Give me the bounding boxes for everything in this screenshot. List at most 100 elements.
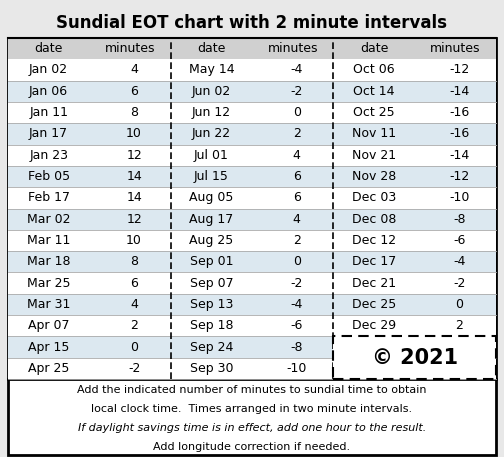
Text: minutes: minutes (105, 42, 155, 55)
Text: Mar 31: Mar 31 (27, 298, 71, 311)
Text: Jan 11: Jan 11 (29, 106, 68, 119)
Text: 4: 4 (130, 298, 138, 311)
Text: -8: -8 (453, 213, 466, 226)
Text: 0: 0 (130, 340, 138, 354)
Text: 2: 2 (293, 234, 301, 247)
Text: minutes: minutes (268, 42, 318, 55)
Text: -2: -2 (128, 362, 140, 375)
Text: 8: 8 (130, 255, 138, 268)
Bar (8, 187, 496, 208)
Bar (8, 102, 496, 123)
Text: Dec 25: Dec 25 (352, 298, 396, 311)
Text: 0: 0 (456, 298, 463, 311)
Text: Apr 15: Apr 15 (28, 340, 70, 354)
Text: Sep 18: Sep 18 (190, 319, 233, 332)
Text: Feb 05: Feb 05 (28, 170, 70, 183)
Bar (8, 230, 496, 251)
Text: -2: -2 (290, 276, 303, 290)
Bar (8, 38, 496, 59)
Bar (8, 144, 496, 166)
Text: -2: -2 (290, 85, 303, 98)
Text: 6: 6 (130, 276, 138, 290)
Bar (8, 123, 496, 144)
Text: Nov 21: Nov 21 (352, 149, 396, 162)
Text: Mar 11: Mar 11 (27, 234, 71, 247)
Text: Apr 07: Apr 07 (28, 319, 70, 332)
Text: Dec 17: Dec 17 (352, 255, 396, 268)
Text: 2: 2 (293, 128, 301, 140)
Text: -6: -6 (290, 319, 303, 332)
Text: 6: 6 (130, 85, 138, 98)
Text: Jun 22: Jun 22 (192, 128, 231, 140)
Text: Sep 30: Sep 30 (190, 362, 233, 375)
Bar (8, 166, 496, 187)
Text: date: date (34, 42, 63, 55)
Text: Add the indicated number of minutes to sundial time to obtain: Add the indicated number of minutes to s… (77, 385, 427, 395)
Bar (8, 272, 496, 294)
Text: 6: 6 (293, 170, 301, 183)
Text: Dec 03: Dec 03 (352, 191, 396, 204)
Text: Jan 02: Jan 02 (29, 64, 68, 76)
Text: 2: 2 (456, 319, 463, 332)
Text: 2: 2 (130, 319, 138, 332)
Text: Oct 25: Oct 25 (353, 106, 395, 119)
Text: Mar 18: Mar 18 (27, 255, 71, 268)
Text: 12: 12 (126, 213, 142, 226)
Bar (8, 358, 496, 379)
Bar (8, 38, 496, 379)
Bar (8, 294, 496, 315)
Bar (8, 251, 496, 272)
Text: 10: 10 (126, 128, 142, 140)
Bar (8, 59, 496, 80)
Text: 14: 14 (126, 191, 142, 204)
Text: Nov 28: Nov 28 (352, 170, 396, 183)
Text: Oct 14: Oct 14 (353, 85, 395, 98)
Text: Jul 15: Jul 15 (194, 170, 229, 183)
Text: date: date (197, 42, 225, 55)
Text: Dec 29: Dec 29 (352, 319, 396, 332)
Text: 4: 4 (293, 213, 301, 226)
Text: Sep 13: Sep 13 (190, 298, 233, 311)
Text: Jun 12: Jun 12 (192, 106, 231, 119)
Text: Jun 02: Jun 02 (192, 85, 231, 98)
Bar (333, 336, 496, 379)
Text: Jan 17: Jan 17 (29, 128, 68, 140)
Text: 0: 0 (293, 255, 301, 268)
Text: Aug 17: Aug 17 (189, 213, 233, 226)
Text: Jan 06: Jan 06 (29, 85, 68, 98)
Text: 14: 14 (126, 170, 142, 183)
Text: Dec 08: Dec 08 (352, 213, 396, 226)
Text: -10: -10 (287, 362, 307, 375)
Text: Sep 07: Sep 07 (190, 276, 233, 290)
Text: local clock time.  Times arranged in two minute intervals.: local clock time. Times arranged in two … (91, 404, 413, 414)
Text: -16: -16 (449, 128, 470, 140)
Text: Sundial EOT chart with 2 minute intervals: Sundial EOT chart with 2 minute interval… (56, 14, 448, 32)
Text: 10: 10 (126, 234, 142, 247)
Text: If daylight savings time is in effect, add one hour to the result.: If daylight savings time is in effect, a… (78, 423, 426, 433)
Text: -10: -10 (449, 191, 470, 204)
Text: Feb 17: Feb 17 (28, 191, 70, 204)
Bar (333, 336, 496, 379)
Bar (8, 208, 496, 230)
Text: -2: -2 (453, 276, 466, 290)
Text: Oct 06: Oct 06 (353, 64, 395, 76)
Text: date: date (360, 42, 388, 55)
Text: 12: 12 (126, 149, 142, 162)
Bar (8, 379, 496, 455)
Text: -8: -8 (290, 340, 303, 354)
Text: Dec 12: Dec 12 (352, 234, 396, 247)
Text: Jan 23: Jan 23 (29, 149, 68, 162)
Text: Sep 24: Sep 24 (190, 340, 233, 354)
Text: -16: -16 (449, 106, 470, 119)
Text: Aug 05: Aug 05 (189, 191, 233, 204)
Text: Aug 25: Aug 25 (189, 234, 233, 247)
Text: © 2021: © 2021 (371, 348, 458, 368)
Text: Jul 01: Jul 01 (194, 149, 229, 162)
Text: Dec 21: Dec 21 (352, 276, 396, 290)
Bar (8, 80, 496, 102)
Text: Mar 02: Mar 02 (27, 213, 71, 226)
Text: Nov 11: Nov 11 (352, 128, 396, 140)
Text: -4: -4 (290, 64, 303, 76)
Text: 6: 6 (293, 191, 301, 204)
Text: -12: -12 (449, 170, 470, 183)
